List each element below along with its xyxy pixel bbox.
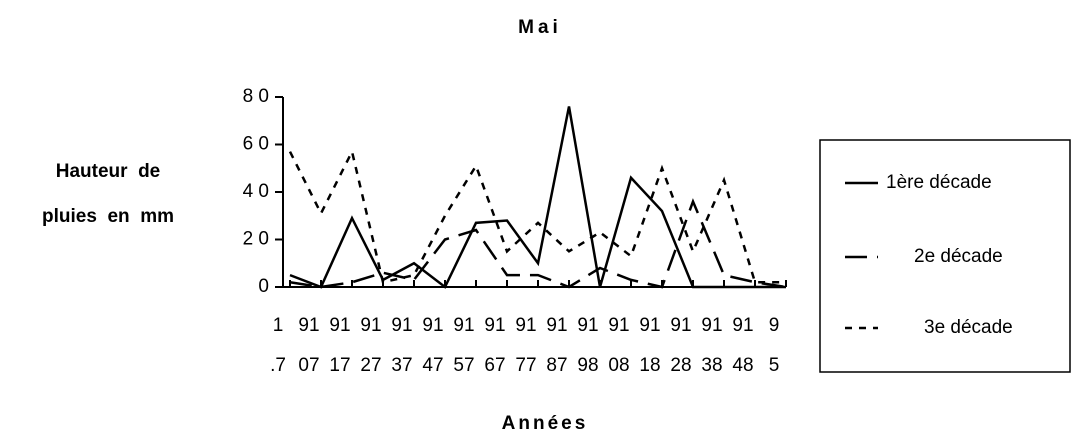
x-tick-label: 91 <box>670 315 691 336</box>
x-tick-label: 91 <box>484 315 505 336</box>
x-tick-label: 07 <box>298 355 319 376</box>
x-tick-label: 77 <box>515 355 536 376</box>
x-tick-label: 38 <box>701 355 722 376</box>
x-tick-label: 91 <box>546 315 567 336</box>
x-tick-label: 91 <box>422 315 443 336</box>
chart-title: Mai <box>518 17 562 38</box>
y-tick-label: 0 <box>258 276 269 297</box>
legend-label: 3e décade <box>924 317 1013 338</box>
y-tick-label: 4 0 <box>243 181 269 202</box>
x-tick-label: 17 <box>329 355 350 376</box>
y-tick-label: 8 0 <box>243 86 269 107</box>
x-tick-label: 9 <box>769 315 780 336</box>
x-tick-label: 91 <box>639 315 660 336</box>
x-tick-label: 91 <box>577 315 598 336</box>
y-axis-label: pluies en mm <box>42 206 174 227</box>
x-tick-label: 27 <box>360 355 381 376</box>
x-tick-label: 18 <box>639 355 660 376</box>
series-line <box>289 198 787 289</box>
x-tick-label: 91 <box>453 315 474 336</box>
x-tick-label: 5 <box>769 355 780 376</box>
y-tick-label: 6 0 <box>243 134 269 155</box>
x-tick-label: 91 <box>391 315 412 336</box>
series-line <box>288 147 786 284</box>
x-tick-label: 91 <box>329 315 350 336</box>
x-tick-label: 1 <box>273 315 284 336</box>
legend-label: 2e décade <box>914 246 1003 267</box>
legend-label: 1ère décade <box>886 172 992 193</box>
x-tick-label: 87 <box>546 355 567 376</box>
x-tick-label: 91 <box>298 315 319 336</box>
x-tick-label: 48 <box>732 355 753 376</box>
x-tick-label: 47 <box>422 355 443 376</box>
x-tick-label: 28 <box>670 355 691 376</box>
x-tick-label: 91 <box>515 315 536 336</box>
x-tick-label: 91 <box>360 315 381 336</box>
y-tick-label: 2 0 <box>243 229 269 250</box>
x-tick-label: 91 <box>701 315 722 336</box>
x-tick-label: 37 <box>391 355 412 376</box>
x-tick-label: 08 <box>608 355 629 376</box>
x-tick-label: 91 <box>608 315 629 336</box>
x-tick-label: 67 <box>484 355 505 376</box>
x-tick-label: 98 <box>577 355 598 376</box>
x-axis-label: Années <box>502 413 589 434</box>
x-tick-label: 91 <box>732 315 753 336</box>
y-axis-label: Hauteur de <box>56 161 161 182</box>
legend-box <box>819 139 1071 373</box>
x-tick-label: 57 <box>453 355 474 376</box>
series-line <box>289 106 786 289</box>
x-tick-label: .7 <box>270 355 286 376</box>
